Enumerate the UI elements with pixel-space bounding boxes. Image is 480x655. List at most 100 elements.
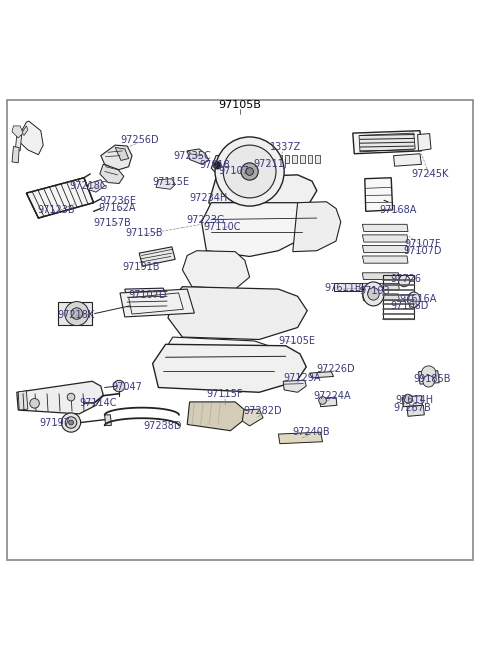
Polygon shape (26, 178, 94, 218)
Text: 97226D: 97226D (317, 364, 355, 374)
Ellipse shape (423, 375, 434, 387)
Text: 97211J: 97211J (253, 159, 287, 169)
Polygon shape (242, 409, 263, 426)
Ellipse shape (65, 301, 89, 326)
Polygon shape (277, 155, 282, 163)
Polygon shape (310, 371, 334, 378)
Text: 97616A: 97616A (399, 293, 436, 304)
Polygon shape (153, 345, 306, 392)
Polygon shape (407, 405, 424, 417)
Polygon shape (262, 155, 266, 163)
Polygon shape (394, 154, 421, 166)
Ellipse shape (71, 308, 83, 320)
Polygon shape (211, 154, 269, 179)
Text: 97267B: 97267B (393, 403, 431, 413)
Polygon shape (319, 397, 337, 407)
Ellipse shape (214, 161, 221, 169)
Text: 97107F: 97107F (404, 239, 441, 249)
Ellipse shape (241, 163, 258, 180)
Text: 97245K: 97245K (411, 169, 448, 179)
Ellipse shape (319, 397, 326, 404)
Polygon shape (19, 121, 43, 155)
Polygon shape (255, 153, 270, 167)
Text: 1337Z: 1337Z (270, 142, 301, 152)
Polygon shape (226, 172, 241, 179)
Polygon shape (18, 391, 28, 410)
Ellipse shape (246, 168, 253, 176)
Polygon shape (101, 145, 132, 170)
Text: 97611B: 97611B (324, 283, 362, 293)
Polygon shape (215, 202, 271, 252)
Polygon shape (139, 247, 175, 266)
Polygon shape (362, 294, 399, 301)
Text: 97726: 97726 (390, 274, 421, 284)
Ellipse shape (65, 417, 77, 428)
Text: 97238D: 97238D (143, 421, 181, 431)
Polygon shape (300, 155, 305, 163)
Text: 97018: 97018 (199, 160, 230, 170)
Text: 97256D: 97256D (120, 136, 158, 145)
Bar (334, 284, 362, 291)
Polygon shape (231, 151, 245, 166)
Polygon shape (229, 176, 244, 190)
Polygon shape (156, 179, 175, 189)
Ellipse shape (113, 381, 125, 392)
Text: 97236E: 97236E (99, 196, 136, 206)
Text: 97240B: 97240B (292, 427, 330, 437)
Polygon shape (187, 149, 209, 164)
Polygon shape (362, 256, 408, 263)
Polygon shape (187, 402, 245, 431)
Ellipse shape (69, 420, 73, 425)
Polygon shape (278, 432, 323, 443)
Ellipse shape (67, 393, 75, 401)
Text: 97107D: 97107D (129, 290, 167, 301)
Text: 97218G: 97218G (70, 181, 108, 191)
Polygon shape (283, 381, 306, 392)
Polygon shape (238, 179, 248, 195)
Polygon shape (353, 131, 421, 154)
Text: 97110C: 97110C (204, 221, 241, 232)
Text: 97114C: 97114C (80, 398, 117, 408)
Polygon shape (100, 164, 124, 183)
Text: 97047: 97047 (112, 383, 143, 392)
Ellipse shape (30, 398, 39, 408)
Ellipse shape (404, 394, 412, 403)
Text: 97282D: 97282D (244, 407, 282, 417)
Polygon shape (254, 177, 268, 193)
Polygon shape (22, 126, 28, 136)
Polygon shape (419, 371, 439, 384)
Text: 97191B: 97191B (123, 261, 160, 272)
Text: 97162A: 97162A (99, 204, 136, 214)
Polygon shape (241, 147, 250, 163)
Polygon shape (182, 251, 250, 289)
Polygon shape (293, 202, 341, 252)
Text: 97123B: 97123B (38, 205, 75, 215)
Polygon shape (209, 175, 317, 217)
Polygon shape (168, 287, 307, 339)
Polygon shape (402, 396, 422, 407)
Polygon shape (362, 272, 399, 280)
Polygon shape (292, 155, 297, 163)
Ellipse shape (421, 366, 436, 381)
Ellipse shape (215, 137, 284, 206)
Polygon shape (362, 224, 408, 231)
Ellipse shape (408, 292, 420, 307)
Text: 97115F: 97115F (206, 388, 243, 399)
Polygon shape (258, 163, 274, 172)
Text: 97115E: 97115E (152, 177, 189, 187)
Text: 97614H: 97614H (395, 396, 433, 405)
Text: 97193: 97193 (359, 286, 390, 297)
Polygon shape (15, 134, 22, 151)
Ellipse shape (223, 145, 276, 198)
Polygon shape (251, 148, 262, 164)
Polygon shape (12, 147, 19, 163)
Text: 97223G: 97223G (186, 215, 225, 225)
Polygon shape (315, 155, 320, 163)
Polygon shape (285, 155, 289, 163)
Polygon shape (362, 246, 408, 253)
Polygon shape (120, 289, 194, 317)
Polygon shape (269, 155, 274, 163)
Ellipse shape (398, 275, 410, 287)
Polygon shape (226, 160, 242, 170)
Text: 97224A: 97224A (314, 391, 351, 401)
